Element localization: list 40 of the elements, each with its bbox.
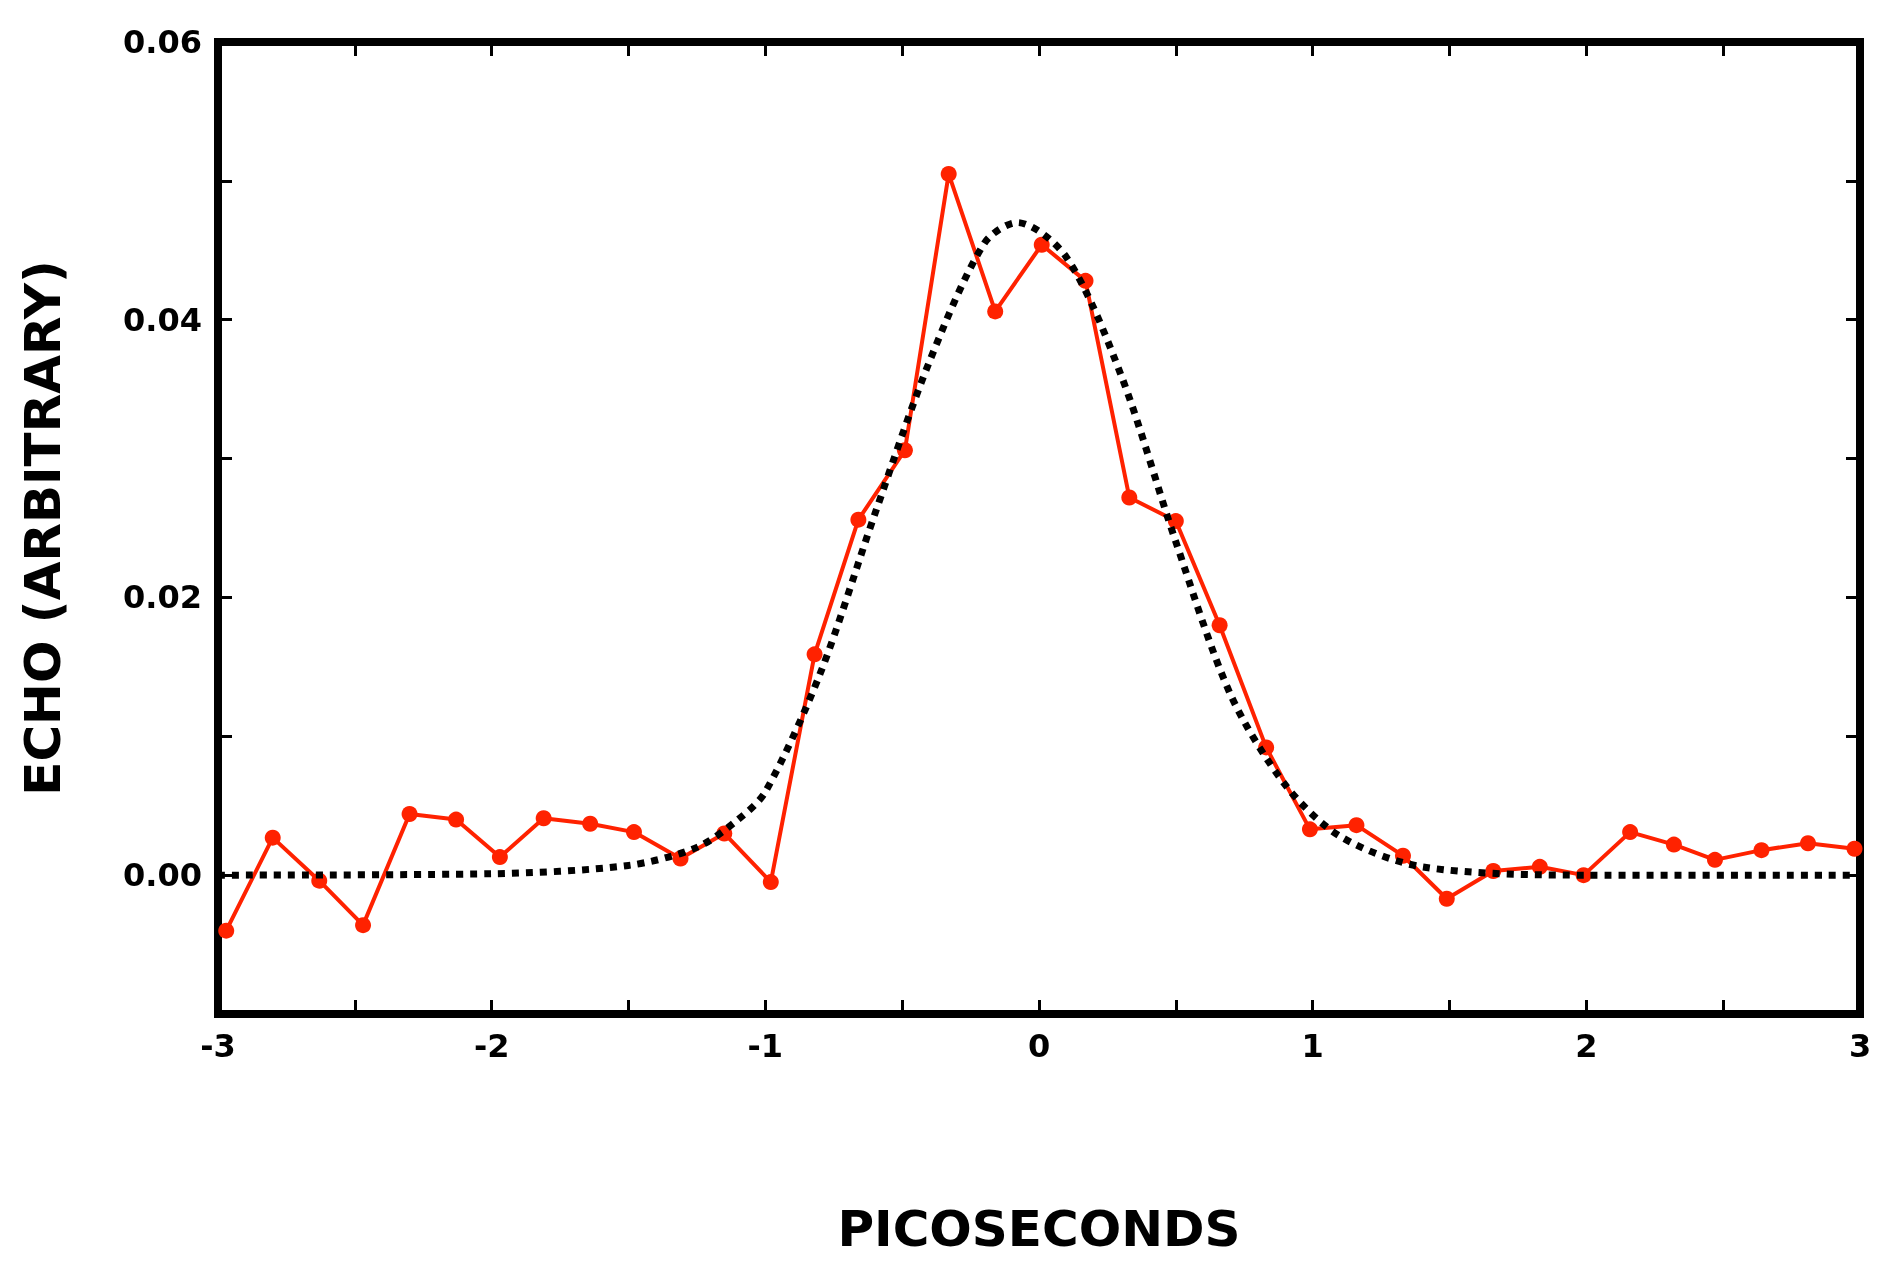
point	[1622, 824, 1639, 841]
x-tick-label: -1	[747, 1027, 784, 1065]
point	[1301, 821, 1318, 838]
x-tick-label: 1	[1301, 1027, 1324, 1065]
point	[1348, 817, 1365, 834]
y-axis-title: ECHO (ARBITRARY)	[14, 260, 72, 796]
point	[1121, 489, 1138, 506]
point	[1438, 890, 1455, 907]
y-tick-label: 0.02	[123, 578, 202, 617]
x-tick-label: 3	[1848, 1027, 1872, 1065]
x-tick-label: -2	[473, 1027, 510, 1065]
x-axis-title: PICOSECONDS	[837, 1200, 1241, 1258]
point	[987, 303, 1004, 320]
y-tick-label: 0.04	[123, 300, 202, 339]
y-tick-label: 0.00	[123, 856, 202, 895]
x-tick-label: 2	[1575, 1027, 1598, 1065]
point	[1211, 617, 1228, 634]
point	[264, 829, 281, 846]
point	[218, 922, 235, 939]
y-tick-label: 0.06	[123, 23, 202, 61]
point	[1167, 513, 1184, 530]
point	[762, 874, 779, 891]
point	[401, 806, 418, 823]
point	[850, 511, 867, 528]
point	[1033, 236, 1050, 253]
point	[1753, 842, 1770, 859]
point	[1665, 836, 1682, 853]
point	[1800, 835, 1816, 852]
point	[806, 646, 823, 663]
point	[940, 165, 957, 182]
point	[625, 824, 642, 841]
point	[355, 917, 372, 934]
point	[448, 811, 465, 828]
x-tick-label: -3	[200, 1027, 236, 1065]
point	[491, 849, 508, 866]
point	[582, 815, 599, 832]
point	[535, 810, 552, 827]
point	[1846, 840, 1863, 857]
point	[1706, 851, 1723, 868]
x-tick-label: 0	[1027, 1027, 1051, 1065]
